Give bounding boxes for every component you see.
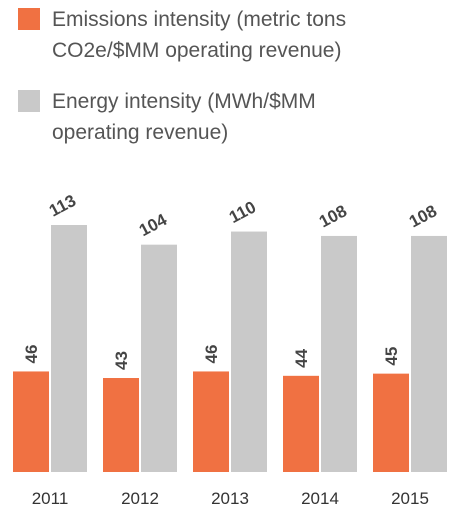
value-label: 45 <box>382 347 401 366</box>
bar <box>321 235 357 472</box>
legend-swatch <box>18 90 40 112</box>
x-tick-label: 2011 <box>32 489 69 508</box>
value-label: 44 <box>292 348 311 367</box>
bar <box>193 371 229 472</box>
bar <box>231 231 267 472</box>
value-label: 104 <box>136 210 170 240</box>
bar <box>51 225 87 472</box>
legend-item: Emissions intensity (metric tons CO2e/$M… <box>18 4 387 66</box>
legend-item: Energy intensity (MWh/$MM operating reve… <box>18 86 387 148</box>
legend-label: Energy intensity (MWh/$MM operating reve… <box>52 90 316 144</box>
bar <box>373 373 409 472</box>
x-tick-label: 2013 <box>211 489 249 508</box>
bar <box>141 244 177 472</box>
bar <box>13 371 49 472</box>
bar <box>411 235 447 472</box>
value-label: 46 <box>202 345 221 364</box>
bar <box>103 378 139 472</box>
value-label: 43 <box>112 351 131 370</box>
value-label: 110 <box>226 197 259 227</box>
bar <box>283 375 319 472</box>
legend-swatch <box>18 8 40 30</box>
x-tick-label: 2014 <box>301 489 339 508</box>
x-tick-label: 2015 <box>391 489 429 508</box>
value-label: 46 <box>22 345 41 364</box>
value-label: 113 <box>46 191 79 221</box>
value-label: 108 <box>406 201 440 231</box>
x-tick-label: 2012 <box>121 489 159 508</box>
value-label: 108 <box>316 201 350 231</box>
legend-label: Emissions intensity (metric tons CO2e/$M… <box>52 8 347 62</box>
